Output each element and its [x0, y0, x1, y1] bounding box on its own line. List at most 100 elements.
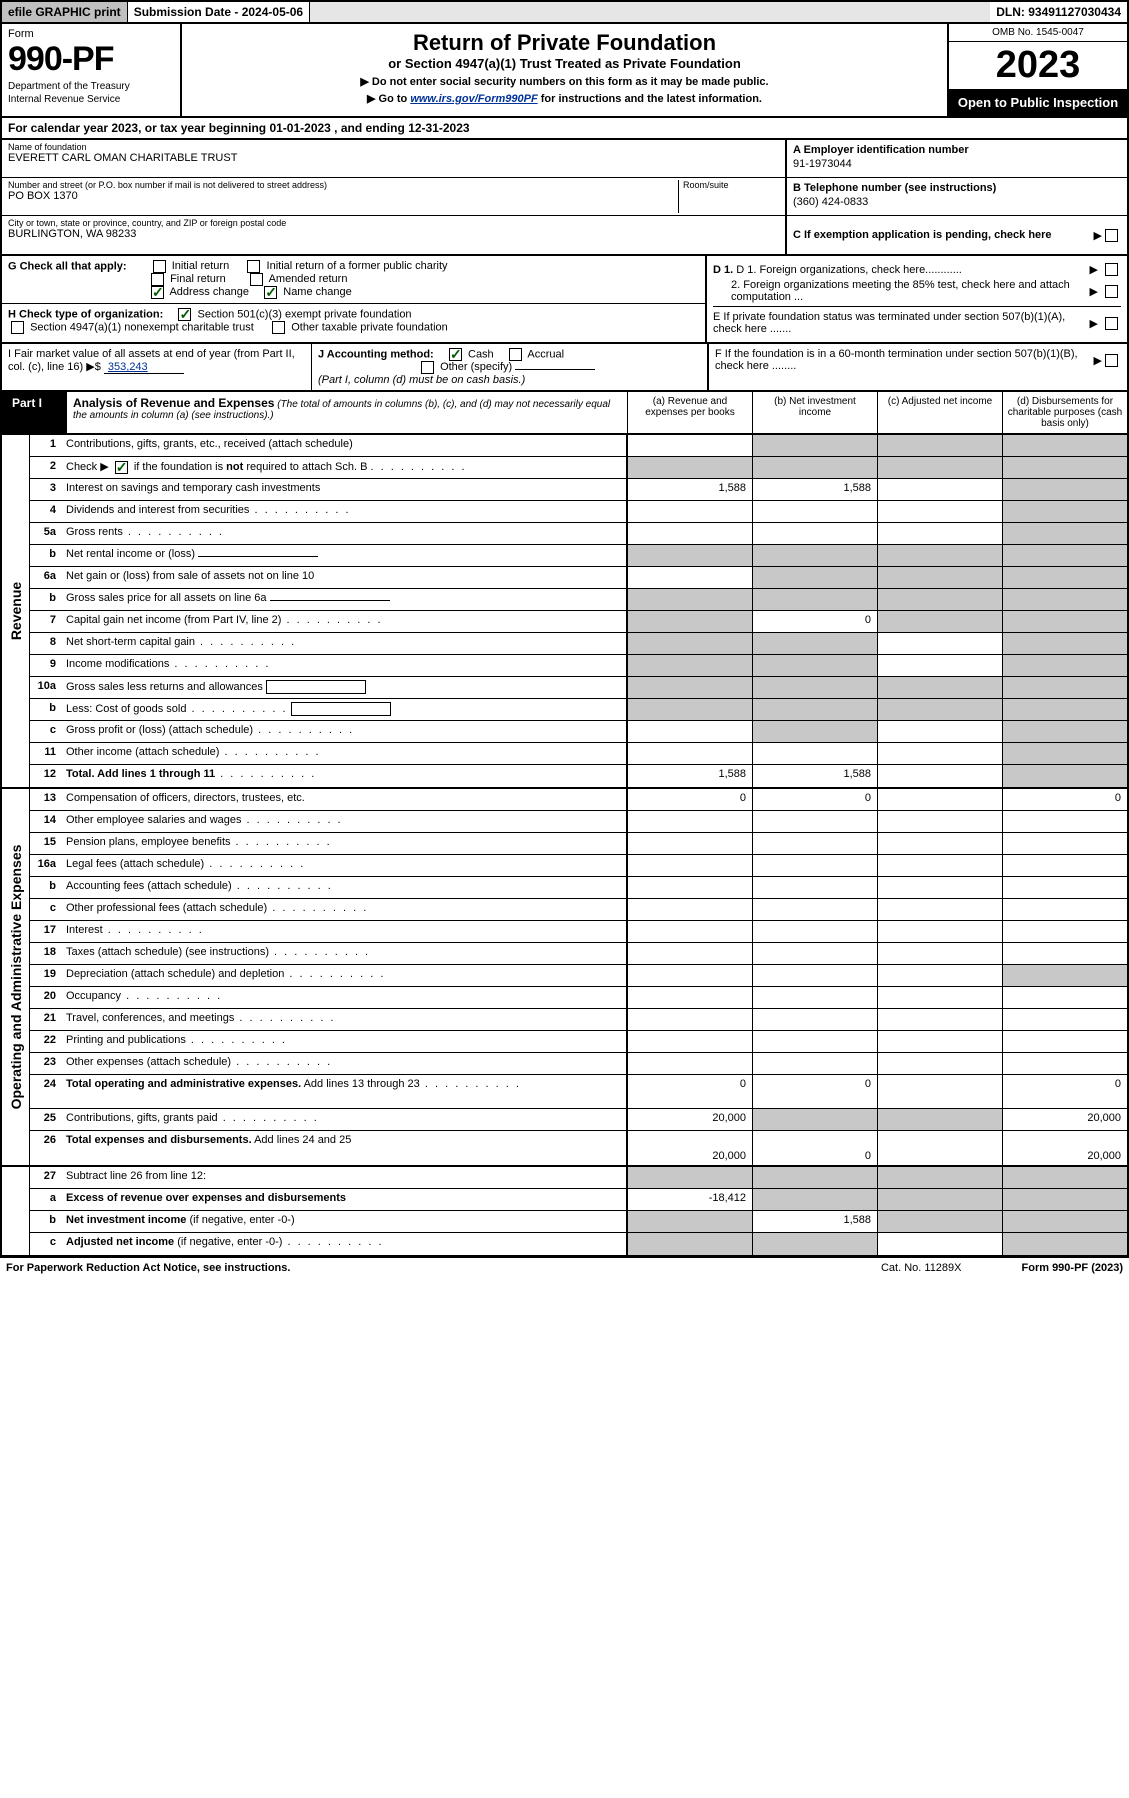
part1-desc: Analysis of Revenue and Expenses (The to… [67, 392, 627, 433]
initial-former-checkbox[interactable] [247, 260, 260, 273]
d2-checkbox[interactable] [1105, 285, 1118, 298]
row-13: 13Compensation of officers, directors, t… [30, 789, 1127, 811]
irs-link[interactable]: www.irs.gov/Form990PF [410, 93, 537, 105]
cell-a [627, 567, 752, 588]
line-num: 11 [30, 743, 62, 764]
cell-d: 20,000 [1002, 1131, 1127, 1165]
line-num: 3 [30, 479, 62, 500]
cell-a [627, 987, 752, 1008]
revenue-side-label: Revenue [2, 435, 30, 787]
efile-label: efile GRAPHIC print [2, 2, 128, 22]
line-desc: Less: Cost of goods sold [62, 699, 627, 720]
cell-d [1002, 765, 1127, 787]
cell-b: 1,588 [752, 1211, 877, 1232]
row-19: 19Depreciation (attach schedule) and dep… [30, 965, 1127, 987]
cell-b [752, 1109, 877, 1130]
initial-return-label: Initial return [172, 260, 229, 272]
other-method-checkbox[interactable] [421, 361, 434, 374]
row-5b: bNet rental income or (loss) [30, 545, 1127, 567]
h-row: H Check type of organization: Section 50… [2, 304, 705, 338]
name-change-checkbox[interactable] [264, 286, 277, 299]
cell-c [877, 655, 1002, 676]
cell-c [877, 943, 1002, 964]
d1-checkbox[interactable] [1105, 263, 1118, 276]
initial-return-checkbox[interactable] [153, 260, 166, 273]
row-1: 1Contributions, gifts, grants, etc., rec… [30, 435, 1127, 457]
cell-b [752, 899, 877, 920]
r20-text: Occupancy [66, 990, 121, 1002]
f-checkbox[interactable] [1105, 354, 1118, 367]
name-label: Name of foundation [8, 142, 779, 152]
cell-b [752, 877, 877, 898]
final-return-label: Final return [170, 273, 226, 285]
e-checkbox[interactable] [1105, 317, 1118, 330]
cell-c [877, 435, 1002, 456]
row-22: 22Printing and publications [30, 1031, 1127, 1053]
other-method-input[interactable] [515, 369, 595, 370]
4947-checkbox[interactable] [11, 321, 24, 334]
r17-text: Interest [66, 924, 103, 936]
cell-a: 0 [627, 1075, 752, 1108]
cell-b: 1,588 [752, 765, 877, 787]
r10b-box[interactable] [291, 702, 391, 716]
cash-checkbox[interactable] [449, 348, 462, 361]
line-desc: Interest on savings and temporary cash i… [62, 479, 627, 500]
col-a-head: (a) Revenue and expenses per books [627, 392, 752, 433]
other-taxable-checkbox[interactable] [272, 321, 285, 334]
cell-c [877, 789, 1002, 810]
line-num: b [30, 589, 62, 610]
501c3-checkbox[interactable] [178, 308, 191, 321]
cell-b: 0 [752, 1075, 877, 1108]
cell-b [752, 655, 877, 676]
r5b-input[interactable] [198, 556, 318, 557]
net-body: 27Subtract line 26 from line 12: aExcess… [30, 1167, 1127, 1255]
cell-d [1002, 589, 1127, 610]
cell-a [627, 501, 752, 522]
ein-label: A Employer identification number [793, 144, 969, 156]
r2-post: if the foundation is not required to att… [134, 461, 368, 473]
cell-a [627, 1009, 752, 1030]
row-2: 2Check ▶ if the foundation is not requir… [30, 457, 1127, 479]
cell-b [752, 435, 877, 456]
cell-c [877, 1075, 1002, 1108]
city-row: City or town, state or province, country… [2, 216, 785, 254]
r10b-text: Less: Cost of goods sold [66, 703, 186, 715]
cell-d [1002, 743, 1127, 764]
r8-text: Net short-term capital gain [66, 636, 195, 648]
cell-d [1002, 1031, 1127, 1052]
expenses-table: Operating and Administrative Expenses 13… [0, 789, 1129, 1167]
accrual-checkbox[interactable] [509, 348, 522, 361]
schb-checkbox[interactable] [115, 461, 128, 474]
cell-b [752, 1233, 877, 1255]
open-public: Open to Public Inspection [949, 89, 1127, 116]
cell-d [1002, 523, 1127, 544]
cell-d [1002, 435, 1127, 456]
line-num: 17 [30, 921, 62, 942]
cell-a [627, 833, 752, 854]
cell-c [877, 1167, 1002, 1188]
cell-b [752, 921, 877, 942]
exemption-checkbox[interactable] [1105, 229, 1118, 242]
part1-title: Analysis of Revenue and Expenses [73, 396, 274, 410]
line-desc: Printing and publications [62, 1031, 627, 1052]
col-b-head: (b) Net investment income [752, 392, 877, 433]
expenses-body: 13Compensation of officers, directors, t… [30, 789, 1127, 1165]
line-desc: Gross profit or (loss) (attach schedule) [62, 721, 627, 742]
r10a-box[interactable] [266, 680, 366, 694]
cell-c [877, 965, 1002, 986]
cash-label: Cash [468, 348, 494, 360]
line-desc: Compensation of officers, directors, tru… [62, 789, 627, 810]
r6b-input[interactable] [270, 600, 390, 601]
row-12: 12Total. Add lines 1 through 111,5881,58… [30, 765, 1127, 787]
line-num: 1 [30, 435, 62, 456]
j-note: (Part I, column (d) must be on cash basi… [318, 374, 525, 386]
line-desc: Adjusted net income (if negative, enter … [62, 1233, 627, 1255]
row-26: 26Total expenses and disbursements. Add … [30, 1131, 1127, 1165]
address-change-checkbox[interactable] [151, 286, 164, 299]
amended-return-checkbox[interactable] [250, 273, 263, 286]
fmv-value[interactable]: 353,243 [104, 361, 184, 374]
cell-c [877, 877, 1002, 898]
col-d-head: (d) Disbursements for charitable purpose… [1002, 392, 1127, 433]
cell-b [752, 721, 877, 742]
cell-c [877, 899, 1002, 920]
